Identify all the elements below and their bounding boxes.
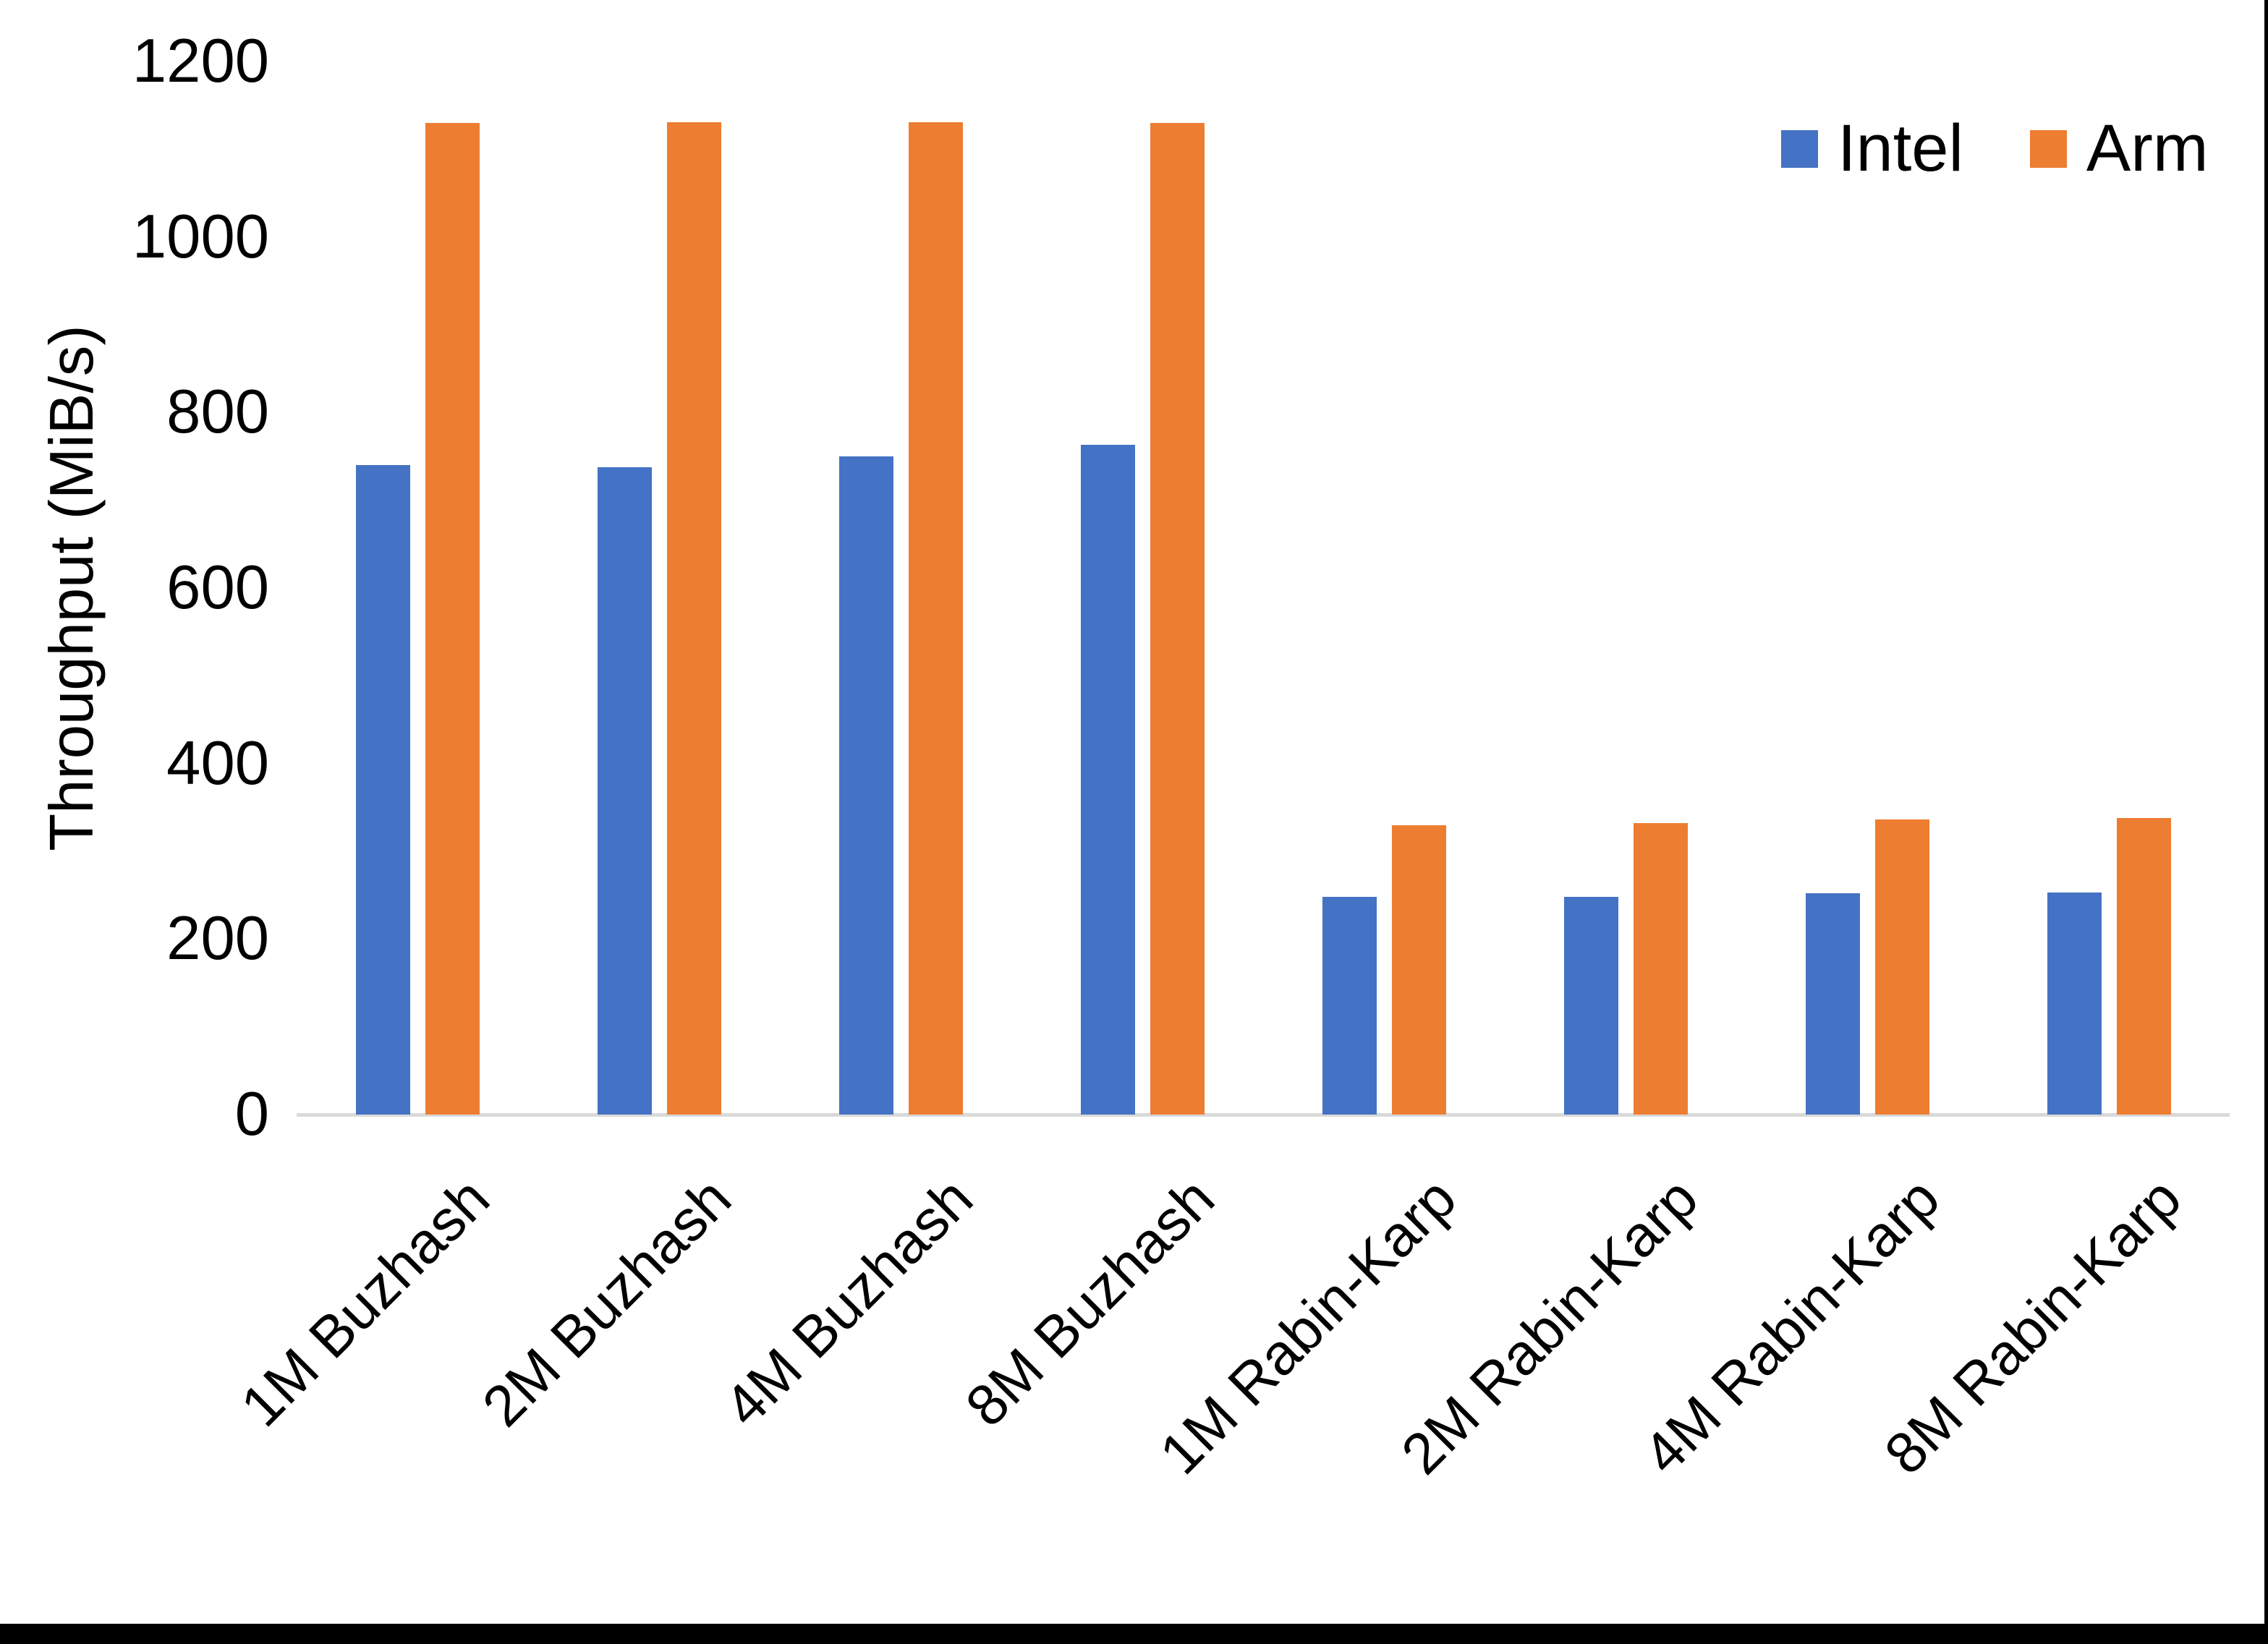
bar-arm-2m-rabin-karp xyxy=(1634,823,1688,1115)
x-axis-category-label: 1M Buzhash xyxy=(229,1165,502,1439)
y-axis-tick-label: 1000 xyxy=(132,203,269,271)
bar-intel-4m-buzhash xyxy=(839,456,893,1115)
bar-arm-1m-rabin-karp xyxy=(1392,825,1446,1115)
bar-arm-8m-buzhash xyxy=(1150,123,1205,1115)
bar-intel-1m-buzhash xyxy=(356,465,410,1115)
screenshot-right-edge xyxy=(2264,0,2268,1644)
bar-intel-2m-buzhash xyxy=(598,467,652,1115)
legend-swatch-intel xyxy=(1781,129,1818,168)
legend-item-arm: Arm xyxy=(2029,111,2209,185)
legend-label-intel: Intel xyxy=(1838,111,1963,185)
bar-arm-4m-rabin-karp xyxy=(1875,819,1929,1115)
bar-intel-4m-rabin-karp xyxy=(1806,893,1860,1115)
y-axis-tick-label: 400 xyxy=(166,729,269,798)
bar-intel-8m-buzhash xyxy=(1081,445,1135,1115)
legend-label-arm: Arm xyxy=(2086,111,2209,185)
y-axis-tick-label: 0 xyxy=(234,1080,269,1149)
bar-intel-8m-rabin-karp xyxy=(2047,893,2102,1115)
y-axis-tick-label: 1200 xyxy=(132,27,269,95)
y-axis-tick-label: 800 xyxy=(166,378,269,446)
x-axis-baseline xyxy=(297,1113,2230,1117)
y-axis-tick-label: 600 xyxy=(166,553,269,622)
x-axis-category-label: 2M Buzhash xyxy=(470,1165,744,1439)
y-axis-tick-label: 200 xyxy=(166,904,269,973)
bar-arm-8m-rabin-karp xyxy=(2117,818,2171,1115)
legend: Intel Arm xyxy=(1781,114,2209,183)
x-axis-category-label: 4M Buzhash xyxy=(712,1165,985,1439)
bar-arm-4m-buzhash xyxy=(909,122,963,1115)
legend-swatch-arm xyxy=(2029,129,2067,168)
bar-intel-2m-rabin-karp xyxy=(1564,897,1618,1115)
bar-intel-1m-rabin-karp xyxy=(1322,897,1377,1115)
screenshot-bottom-edge xyxy=(0,1624,2268,1644)
bar-arm-2m-buzhash xyxy=(667,122,721,1115)
bar-arm-1m-buzhash xyxy=(425,123,480,1115)
legend-item-intel: Intel xyxy=(1781,114,1963,183)
